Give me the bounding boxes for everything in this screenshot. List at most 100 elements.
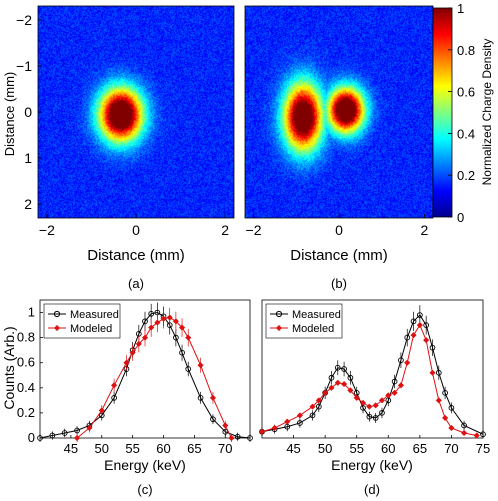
data-point-measured bbox=[197, 395, 204, 401]
data-point-modeled bbox=[309, 403, 316, 410]
data-point-modeled bbox=[129, 349, 136, 356]
panel-b: −2 0 2 Distance (mm) (b) bbox=[244, 5, 434, 291]
data-point-measured bbox=[49, 432, 56, 439]
data-point-modeled bbox=[172, 318, 180, 325]
data-point-modeled bbox=[154, 319, 161, 326]
data-point-modeled bbox=[73, 434, 81, 442]
data-point-measured bbox=[372, 415, 379, 421]
data-point-measured bbox=[74, 427, 80, 434]
legend-marker bbox=[275, 310, 283, 318]
x-tick-label: 50 bbox=[318, 441, 332, 456]
data-point-measured bbox=[480, 431, 486, 438]
x-tick-label: 75 bbox=[476, 441, 490, 456]
data-point-modeled bbox=[209, 394, 217, 402]
x-tick-label: 55 bbox=[349, 441, 363, 456]
data-point-measured bbox=[435, 369, 442, 376]
data-point-measured bbox=[179, 349, 185, 356]
data-point-measured bbox=[297, 420, 303, 426]
data-point-modeled bbox=[366, 403, 373, 410]
legend-marker bbox=[276, 325, 282, 331]
data-point-modeled bbox=[110, 382, 118, 389]
data-point-modeled bbox=[340, 380, 348, 388]
panel-c: 45 50 55 60 65 70 0 0.2 0.4 0.6 0.8 1 Measured Modele… bbox=[1, 299, 253, 497]
x-tick-label: 50 bbox=[95, 441, 109, 456]
colorbar-tick-label: 0.4 bbox=[457, 126, 475, 141]
data-point-measured bbox=[461, 422, 467, 429]
y-tick-label: −2 bbox=[16, 12, 32, 28]
y-tick-label: 0.6 bbox=[17, 355, 35, 370]
data-point-modeled bbox=[328, 384, 335, 391]
plot-c-xlabel: Energy (keV) bbox=[104, 457, 186, 473]
data-point-modeled bbox=[334, 379, 341, 386]
data-point-modeled bbox=[429, 369, 436, 376]
data-point-modeled bbox=[441, 414, 449, 422]
plot-d-xlabel: Energy (keV) bbox=[331, 457, 413, 473]
data-point-measured bbox=[210, 416, 216, 423]
data-point-measured bbox=[247, 435, 253, 441]
data-point-measured bbox=[448, 405, 455, 411]
data-point-measured bbox=[341, 366, 347, 372]
data-point-modeled bbox=[448, 424, 455, 432]
x-tick-label: 60 bbox=[156, 441, 170, 456]
data-point-measured bbox=[347, 374, 354, 381]
colorbar-tick-label: 0.2 bbox=[457, 168, 475, 183]
data-point-modeled bbox=[185, 334, 192, 341]
data-point-modeled bbox=[296, 412, 304, 419]
y-tick-label: 0.4 bbox=[17, 380, 35, 395]
data-point-modeled bbox=[353, 394, 360, 402]
data-point-measured bbox=[309, 412, 316, 419]
data-point-modeled bbox=[135, 340, 142, 348]
data-point-modeled bbox=[347, 387, 354, 394]
data-point-modeled bbox=[258, 428, 266, 435]
legend-marker bbox=[54, 325, 60, 331]
data-point-modeled bbox=[178, 324, 186, 331]
data-point-modeled bbox=[222, 422, 229, 429]
x-tick-label: 2 bbox=[221, 222, 229, 238]
colorbar-tick-label: 0.8 bbox=[457, 43, 475, 58]
legend-box bbox=[43, 303, 121, 339]
data-point-modeled bbox=[315, 397, 322, 404]
data-point-modeled bbox=[321, 389, 329, 396]
data-point-measured bbox=[379, 410, 385, 416]
colorbar: 0 0.2 0.4 0.6 0.8 1 Normalized Charge Density bbox=[432, 1, 494, 225]
y-tick-label: 0 bbox=[24, 104, 32, 120]
legend: Measured Modeled bbox=[265, 303, 343, 339]
data-point-modeled bbox=[391, 389, 398, 396]
x-tick-label: 0 bbox=[132, 222, 140, 238]
plot-c-ylabel: Counts (Arb.) bbox=[1, 326, 17, 409]
legend-box bbox=[265, 303, 343, 339]
panel-label-d: (d) bbox=[364, 482, 380, 497]
heatmap-a-image bbox=[38, 6, 234, 218]
legend-label: Measured bbox=[70, 309, 119, 321]
data-point-modeled bbox=[378, 397, 386, 404]
heatmap-b-image bbox=[245, 6, 433, 218]
colorbar-label: Normalized Charge Density bbox=[480, 39, 494, 186]
data-point-modeled bbox=[435, 397, 442, 404]
data-point-modeled bbox=[123, 359, 130, 366]
data-point-modeled bbox=[86, 424, 93, 432]
legend-marker bbox=[53, 310, 61, 318]
x-tick-label: 45 bbox=[64, 441, 78, 456]
data-point-modeled bbox=[284, 418, 291, 425]
data-point-modeled bbox=[404, 359, 411, 366]
data-point-modeled bbox=[166, 314, 173, 321]
panel-d: 45 50 55 60 65 70 75 Measured Modeled Energy (ke… bbox=[258, 299, 490, 497]
data-point-measured bbox=[442, 389, 448, 396]
panel-label-b: (b) bbox=[331, 276, 347, 291]
data-point-measured bbox=[417, 312, 423, 318]
data-point-measured bbox=[61, 430, 68, 436]
legend-label: Measured bbox=[292, 309, 341, 321]
x-tick-label: 60 bbox=[381, 441, 395, 456]
colorbar-tick-label: 0.6 bbox=[457, 85, 475, 100]
panel-label-a: (a) bbox=[128, 276, 144, 291]
data-point-modeled bbox=[160, 315, 167, 322]
x-tick-label: 70 bbox=[444, 441, 458, 456]
data-point-measured bbox=[111, 395, 117, 401]
data-point-modeled bbox=[473, 432, 480, 439]
data-point-modeled bbox=[98, 407, 105, 414]
y-tick-label: 0 bbox=[28, 430, 35, 445]
legend-label: Modeled bbox=[70, 323, 112, 335]
data-point-modeled bbox=[271, 424, 278, 432]
x-tick-label: −2 bbox=[246, 222, 262, 238]
